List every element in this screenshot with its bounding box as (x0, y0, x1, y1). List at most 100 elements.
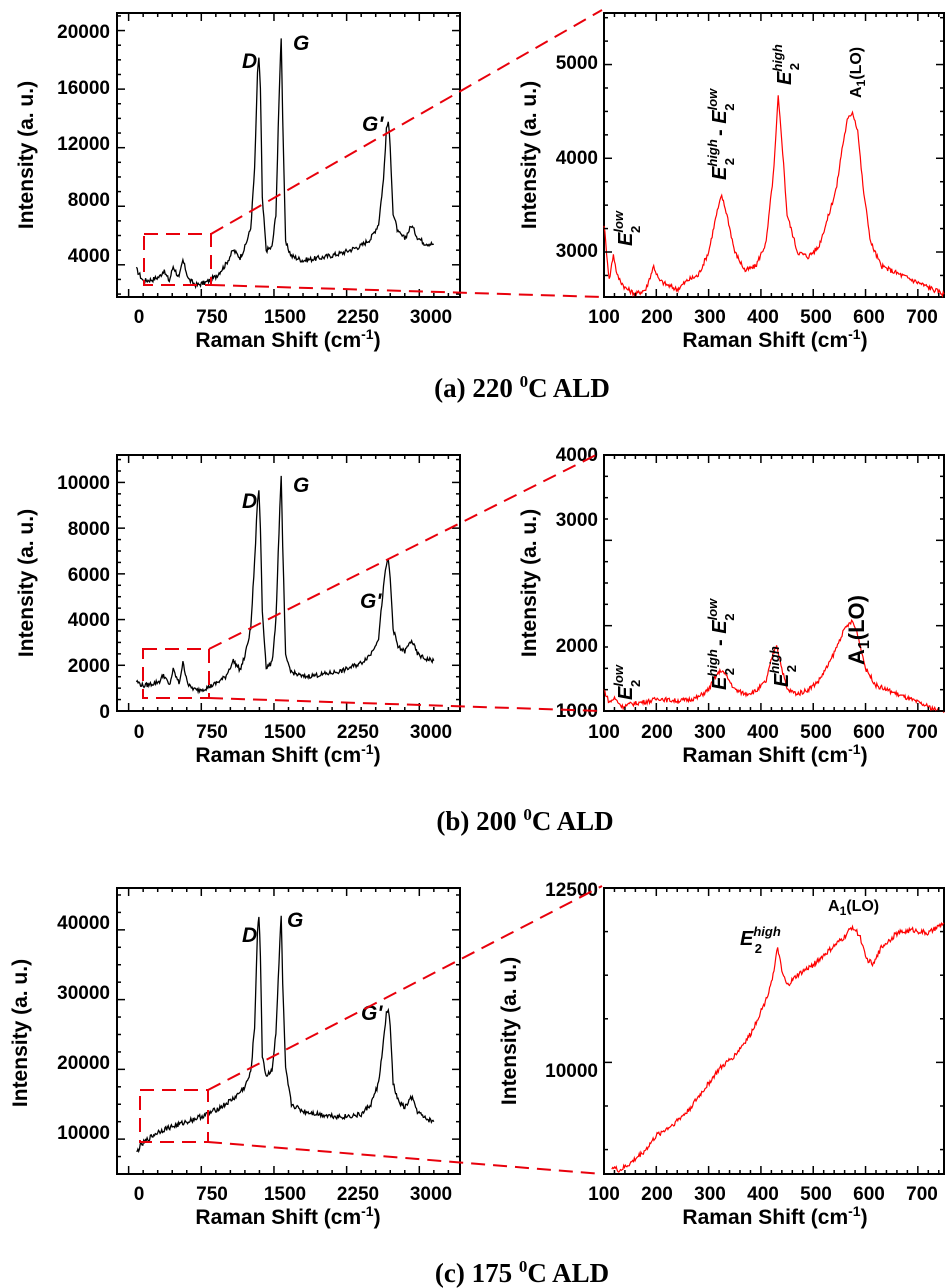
x-tick-label: 500 (800, 722, 832, 743)
zoom-indicator-c (139, 885, 603, 1175)
y-axis-label: Intensity (a. u.) (15, 509, 38, 657)
x-tick-label: 100 (588, 1184, 620, 1205)
raman-spectrum-line (136, 915, 435, 1154)
mode-label-a1-lo: A1(LO) (828, 898, 879, 918)
x-axis-label: Raman Shift (cm-1) (682, 1203, 867, 1229)
mode-label-e2-high: Ehigh 2 (740, 924, 781, 956)
x-tick-label: 0 (134, 307, 145, 328)
x-axis-label: Raman Shift (cm-1) (682, 741, 867, 767)
y-tick-label: 10000 (57, 473, 110, 494)
zoom-box (142, 648, 210, 699)
axis-ticks (117, 13, 460, 297)
y-tick-label: 0 (99, 702, 110, 723)
x-tick-label: 500 (800, 307, 832, 328)
y-tick-label: 10000 (545, 1061, 598, 1082)
y-tick-label: 1000 (556, 701, 598, 722)
x-tick-label: 600 (853, 1184, 885, 1205)
axis-ticks (117, 455, 460, 712)
y-tick-label: 3000 (556, 241, 598, 262)
x-tick-label: 2250 (337, 722, 379, 743)
peak-label-g-prime: G' (362, 113, 384, 136)
raman-spectrum-zoom-line (611, 921, 945, 1173)
y-tick-label: 4000 (68, 246, 110, 267)
x-axis-label: Raman Shift (cm-1) (195, 1203, 380, 1229)
mode-label-e2-high-minus-low: Ehigh 2- Elow 2 (705, 598, 737, 690)
raman-spectrum-line (135, 475, 435, 695)
peak-label-g: G (293, 474, 309, 497)
x-tick-label: 200 (641, 1184, 673, 1205)
peak-label-g-prime: G' (360, 590, 382, 613)
x-tick-label: 2250 (337, 1184, 379, 1205)
panel-a-zoom: 100 200 300 400 500 600 700 3000 4000 50… (518, 12, 945, 352)
raman-spectrum-zoom-line (603, 95, 945, 298)
peak-label-d: D (242, 490, 257, 513)
x-tick-label: 1500 (264, 722, 306, 743)
x-tick-label: 3000 (410, 1184, 452, 1205)
y-tick-label: 40000 (57, 913, 110, 934)
zoom-indicator-a (143, 9, 603, 298)
x-tick-label: 500 (800, 1184, 832, 1205)
zoom-connector (207, 1141, 603, 1175)
axis-ticks (603, 454, 944, 712)
y-tick-label: 4000 (556, 148, 598, 169)
plot-frame (603, 887, 945, 1175)
panel-b-full: 0 750 1500 2250 3000 0 2000 4000 6000 80… (15, 454, 461, 767)
x-tick-label: 200 (641, 722, 673, 743)
y-tick-label: 20000 (57, 22, 110, 43)
peak-label-d: D (242, 924, 257, 947)
x-tick-label: 1500 (264, 1184, 306, 1205)
x-tick-label: 300 (694, 307, 726, 328)
panel-a-full: 0 750 1500 2250 3000 4000 8000 12000 160… (15, 12, 461, 352)
x-tick-label: 400 (747, 1184, 779, 1205)
plot-frame (116, 454, 461, 712)
x-tick-label: 400 (747, 307, 779, 328)
y-tick-label: 10000 (57, 1123, 110, 1144)
x-tick-label: 0 (134, 1184, 145, 1205)
zoom-box (139, 1089, 209, 1143)
plot-frame (116, 12, 461, 298)
x-tick-label: 1500 (264, 307, 306, 328)
y-tick-label: 4000 (556, 445, 598, 466)
y-tick-label: 6000 (68, 565, 110, 586)
panel-b-zoom: 100 200 300 400 500 600 700 1000 2000 30… (518, 445, 945, 767)
axis-ticks (117, 888, 460, 1175)
plot-frame (603, 12, 945, 298)
peak-label-d: D (242, 50, 257, 73)
zoom-indicator-b (142, 451, 603, 712)
peak-label-g: G (293, 32, 309, 55)
x-tick-label: 200 (641, 307, 673, 328)
panel-c-zoom: 100 200 300 400 500 600 700 10000 12500 … (498, 880, 945, 1229)
x-tick-label: 400 (747, 722, 779, 743)
y-tick-label: 2000 (68, 656, 110, 677)
x-tick-label: 300 (694, 722, 726, 743)
y-axis-label: Intensity (a. u.) (498, 957, 521, 1105)
x-axis-label: Raman Shift (cm-1) (195, 326, 380, 352)
y-tick-label: 4000 (68, 610, 110, 631)
y-tick-label: 8000 (68, 519, 110, 540)
x-tick-label: 100 (588, 307, 620, 328)
x-tick-label: 700 (906, 722, 938, 743)
mode-label-e2-high: Ehigh 2 (770, 44, 802, 85)
y-axis-label: Intensity (a. u.) (518, 81, 541, 229)
x-tick-label: 3000 (410, 307, 452, 328)
y-tick-label: 3000 (556, 510, 598, 531)
y-tick-label: 12500 (545, 880, 598, 901)
y-axis-label: Intensity (a. u.) (518, 509, 541, 657)
mode-label-e2-high-minus-low: Ehigh 2- Elow 2 (705, 88, 737, 180)
x-tick-label: 2250 (337, 307, 379, 328)
y-tick-label: 16000 (57, 78, 110, 99)
zoom-connector (210, 9, 603, 235)
caption-b: (b) 200 0C ALD (436, 805, 613, 836)
zoom-connector (207, 885, 603, 1091)
y-tick-label: 12000 (57, 134, 110, 155)
zoom-box (143, 233, 212, 286)
y-axis-label: Intensity (a. u.) (9, 959, 32, 1107)
y-tick-label: 30000 (57, 983, 110, 1004)
mode-label-e2-high: Ehigh 2 (767, 646, 799, 687)
mode-label-a1-lo: A1(LO) (848, 47, 868, 98)
y-tick-label: 20000 (57, 1053, 110, 1074)
caption-a: (a) 220 0C ALD (434, 372, 610, 403)
x-tick-label: 300 (694, 1184, 726, 1205)
raman-spectrum-zoom-line (603, 618, 945, 713)
